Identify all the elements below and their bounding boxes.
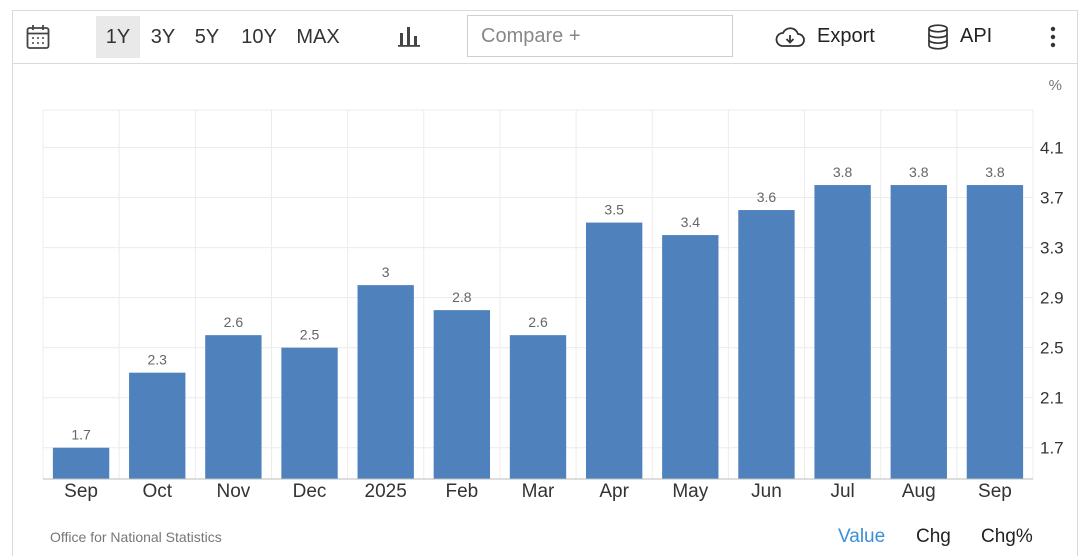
- calendar-icon[interactable]: [26, 24, 50, 55]
- mode-value-button[interactable]: Value: [838, 526, 886, 547]
- bar[interactable]: [966, 185, 1024, 479]
- bar[interactable]: [433, 310, 491, 479]
- bar[interactable]: [509, 335, 567, 479]
- compare-input[interactable]: [467, 15, 733, 57]
- bar[interactable]: [814, 185, 871, 479]
- y-tick-label: 2.1: [1040, 389, 1064, 408]
- x-tick-label: May: [672, 481, 708, 502]
- range-1y-button[interactable]: 1Y: [96, 16, 140, 58]
- bar-value-label: 2.3: [147, 352, 167, 368]
- x-tick-label: Feb: [445, 481, 478, 502]
- x-tick-label: Dec: [293, 481, 327, 502]
- bar-value-label: 3.4: [681, 214, 701, 230]
- x-tick-label: Apr: [599, 481, 629, 502]
- y-unit-label: %: [1049, 77, 1062, 94]
- y-tick-label: 2.9: [1040, 289, 1064, 308]
- bar[interactable]: [662, 235, 719, 479]
- range-3y-button[interactable]: 3Y: [150, 26, 176, 48]
- bar[interactable]: [357, 285, 414, 479]
- bar-value-label: 3.6: [757, 189, 777, 205]
- mode-chg-button[interactable]: Chg: [916, 526, 951, 547]
- bar[interactable]: [52, 447, 110, 479]
- bar-value-label: 2.6: [528, 314, 548, 330]
- bar[interactable]: [281, 347, 338, 479]
- database-icon[interactable]: [927, 24, 949, 55]
- bar-value-label: 3.8: [985, 164, 1005, 180]
- bar[interactable]: [738, 210, 795, 479]
- bar-value-label: 2.8: [452, 289, 472, 305]
- bar-value-label: 2.6: [224, 314, 244, 330]
- chart-frame: [12, 10, 1078, 556]
- y-tick-label: 3.7: [1040, 189, 1064, 208]
- x-tick-label: Sep: [978, 481, 1012, 502]
- chart-data-labels: 1.7 2.3 2.6 2.5 3 2.8 2.6 3.5 3.4 3.6 3.8 3.8 3.8: [71, 164, 1005, 443]
- chart-toolbar: 1Y 3Y 5Y 10Y MAX Export API: [12, 10, 1078, 64]
- y-tick-label: 4.1: [1040, 139, 1064, 158]
- x-tick-label: Aug: [902, 481, 936, 502]
- x-tick-label: Mar: [522, 481, 555, 502]
- bar-value-label: 3.8: [833, 164, 853, 180]
- bar-value-label: 3.5: [604, 202, 624, 218]
- bar[interactable]: [129, 372, 186, 479]
- bar-value-label: 3: [382, 264, 390, 280]
- x-tick-label: Jul: [830, 481, 854, 502]
- x-axis-ticks: Sep Oct Nov Dec 2025 Feb Mar Apr May Jun Jul Aug Sep: [64, 481, 1012, 502]
- source-attribution: Office for National Statistics: [50, 529, 222, 545]
- y-tick-label: 1.7: [1040, 439, 1064, 458]
- bar[interactable]: [205, 335, 262, 479]
- export-button[interactable]: Export: [817, 25, 875, 47]
- x-tick-label: 2025: [365, 481, 407, 502]
- bar-value-label: 2.5: [300, 327, 320, 343]
- vertical-dots-icon[interactable]: [1048, 26, 1058, 53]
- range-max-button[interactable]: MAX: [296, 26, 340, 48]
- range-10y-button[interactable]: 10Y: [241, 26, 277, 48]
- cloud-download-icon[interactable]: [775, 26, 805, 53]
- y-axis-ticks: 1.7 2.1 2.5 2.9 3.3 3.7 4.1: [1040, 139, 1064, 458]
- bar[interactable]: [890, 185, 947, 479]
- bar[interactable]: [585, 222, 643, 479]
- mode-chg-percent-button[interactable]: Chg%: [981, 526, 1033, 547]
- api-button[interactable]: API: [960, 25, 993, 47]
- x-tick-label: Nov: [216, 481, 250, 502]
- bar-value-label: 1.7: [71, 427, 91, 443]
- x-tick-label: Jun: [751, 481, 782, 502]
- bar-chart-icon[interactable]: [398, 25, 420, 52]
- x-tick-label: Sep: [64, 481, 98, 502]
- bar-value-label: 3.8: [909, 164, 929, 180]
- x-tick-label: Oct: [142, 481, 172, 502]
- chart-bars: [43, 185, 1033, 480]
- range-5y-button[interactable]: 5Y: [194, 26, 220, 48]
- y-tick-label: 2.5: [1040, 339, 1064, 358]
- y-tick-label: 3.3: [1040, 239, 1064, 258]
